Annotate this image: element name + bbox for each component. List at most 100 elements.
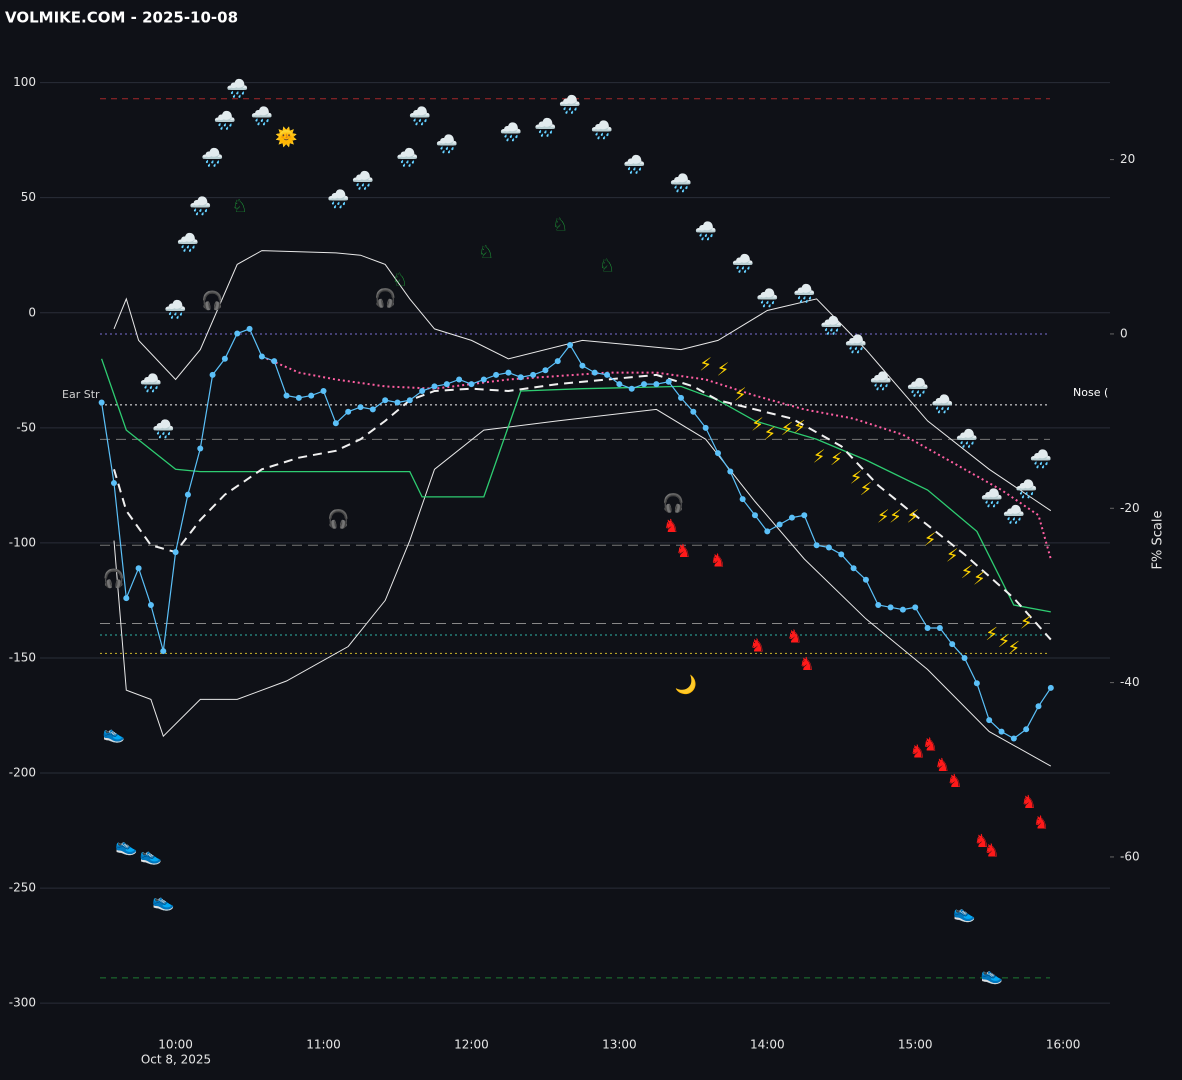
emoji-marker: ♞: [663, 516, 679, 537]
emoji-marker: ⚡: [961, 562, 974, 583]
point: [345, 408, 352, 415]
point: [283, 392, 290, 399]
emoji-marker: ♞: [710, 550, 726, 571]
point: [714, 450, 721, 457]
point: [567, 341, 574, 348]
emoji-marker: 👟: [953, 902, 975, 923]
y-tick-label: -100: [9, 535, 36, 549]
emoji-marker: ♘: [599, 256, 615, 277]
point: [788, 514, 795, 521]
date-label: Oct 8, 2025: [141, 1053, 211, 1067]
emoji-marker: ⚡: [860, 479, 873, 500]
point: [480, 376, 487, 383]
point: [382, 397, 389, 404]
emoji-marker: ⚡: [763, 424, 776, 445]
chart-title: VOLMIKE.COM - 2025-10-08: [5, 9, 238, 27]
point: [936, 625, 943, 632]
emoji-marker: ⚡: [924, 530, 937, 551]
emoji-marker: ⚡: [877, 507, 890, 528]
point: [197, 445, 204, 452]
point: [690, 408, 697, 415]
emoji-marker: 🌧️: [870, 370, 892, 392]
point: [308, 392, 315, 399]
emoji-marker: ♞: [786, 626, 802, 647]
point: [665, 378, 672, 385]
point: [764, 528, 771, 535]
point: [493, 371, 500, 378]
x-tick-label: 16:00: [1046, 1038, 1081, 1052]
point: [135, 565, 142, 572]
emoji-marker: 🌧️: [670, 172, 692, 194]
emoji-marker: 🌧️: [226, 78, 248, 100]
y-tick-label: 100: [13, 75, 36, 89]
emoji-marker: 🌧️: [1030, 448, 1052, 470]
emoji-marker: ♞: [799, 654, 815, 675]
point: [209, 371, 216, 378]
point: [727, 468, 734, 475]
series-line: [113, 250, 1052, 512]
emoji-marker: ♞: [947, 771, 963, 792]
emoji-marker: 🌧️: [1015, 478, 1037, 500]
emoji-marker: 🎧: [201, 289, 223, 311]
point: [591, 369, 598, 376]
y-tick-label: 50: [21, 190, 36, 204]
point: [801, 512, 808, 519]
emoji-marker: 🌧️: [214, 110, 236, 132]
emoji-marker: 🌧️: [408, 105, 430, 127]
emoji-marker: ♞: [974, 831, 990, 852]
point: [739, 496, 746, 503]
point: [1010, 735, 1017, 742]
point: [986, 717, 993, 724]
point: [1023, 726, 1030, 733]
emoji-marker: 🌧️: [500, 121, 522, 143]
point: [320, 388, 327, 395]
point: [628, 385, 635, 392]
emoji-marker: 🌧️: [845, 333, 867, 355]
point: [887, 604, 894, 611]
emoji-marker: 🎧: [327, 508, 349, 530]
point: [912, 604, 919, 611]
emoji-marker: ♞: [934, 755, 950, 776]
emoji-marker: 🌧️: [956, 427, 978, 449]
emoji-marker: ⚡: [734, 385, 747, 406]
emoji-marker: ⚡: [830, 449, 843, 470]
emoji-marker: ♞: [910, 741, 926, 762]
y2-tick-label: -40: [1120, 675, 1140, 689]
emoji-marker: 🌞: [275, 126, 297, 148]
emoji-marker: 🌧️: [931, 393, 953, 415]
point: [653, 381, 660, 388]
emoji-marker: ♞: [1021, 792, 1037, 813]
y-tick-label: -50: [16, 420, 36, 434]
emoji-marker: ⚡: [717, 359, 730, 380]
emoji-marker: 🌧️: [1003, 503, 1025, 525]
point: [579, 362, 586, 369]
emoji-marker: 🌧️: [352, 170, 374, 192]
emoji-marker: ♞: [1033, 813, 1049, 834]
point: [172, 549, 179, 556]
emoji-marker: ⚡: [781, 419, 794, 440]
emoji-marker: ♘: [232, 196, 248, 217]
point: [875, 602, 882, 609]
emoji-marker: 🌧️: [820, 315, 842, 337]
point: [357, 404, 364, 411]
y-tick-label: -250: [9, 881, 36, 895]
point: [554, 358, 561, 365]
point: [949, 641, 956, 648]
point: [431, 383, 438, 390]
y2-tick-label: -60: [1120, 849, 1140, 863]
emoji-marker: 🌧️: [591, 119, 613, 141]
point: [973, 680, 980, 687]
emoji-marker: 🌧️: [177, 232, 199, 254]
point: [751, 512, 758, 519]
point: [468, 381, 475, 388]
y2-tick-label: 20: [1120, 152, 1135, 166]
point: [776, 521, 783, 528]
y-tick-label: -200: [9, 766, 36, 780]
point: [456, 376, 463, 383]
point: [505, 369, 512, 376]
point: [530, 371, 537, 378]
point: [961, 654, 968, 661]
emoji-marker: 🌧️: [793, 282, 815, 304]
point: [604, 371, 611, 378]
